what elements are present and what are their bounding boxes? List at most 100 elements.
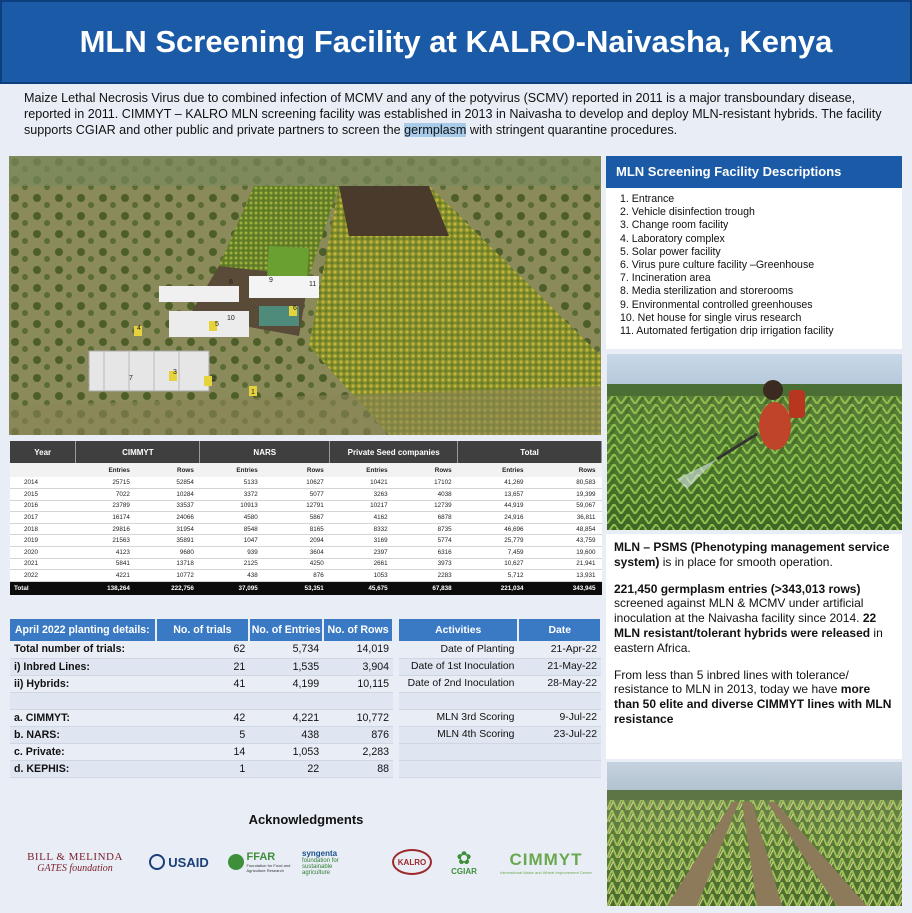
activity-date-cell: 23-Jul-22 xyxy=(518,726,601,744)
stats-value-cell: 4162 xyxy=(329,511,394,524)
stats-year-cell: 2020 xyxy=(10,546,76,559)
stats-subheader-row: Entries Rows Entries Rows Entries Rows E… xyxy=(10,463,602,477)
info-germplasm-text: screened against MLN & MCMV under artifi… xyxy=(614,596,864,626)
planting-value-cell: 14 xyxy=(155,743,250,761)
list-item: 2. Vehicle disinfection trough xyxy=(620,206,755,219)
spraying-photo-drawing xyxy=(607,380,902,530)
planting-value-cell: 21 xyxy=(155,658,250,676)
stats-value-cell: 21563 xyxy=(75,534,136,548)
list-item: 11. Automated fertigation drip irrigatio… xyxy=(620,325,834,338)
activity-date-cell: 9-Jul-22 xyxy=(518,709,601,727)
stats-value-cell: 8548 xyxy=(199,523,264,536)
syngenta-logo-text: syngenta xyxy=(302,848,338,858)
list-item: 5. Solar power facility xyxy=(620,245,721,258)
planting-value-cell: 10,772 xyxy=(323,709,393,727)
ffar-logo: FFAR Foundation for Food and Agriculture… xyxy=(224,842,294,882)
acknowledgments-title: Acknowledgments xyxy=(248,812,364,827)
activity-name-cell xyxy=(399,692,519,710)
planting-value-cell: 4,221 xyxy=(249,709,324,727)
aerial-photo-drawing: 1 2 3 4 5 6 7 8 9 10 11 xyxy=(9,156,601,435)
table-row: MLN 4th Scoring 23-Jul-22 xyxy=(399,726,601,744)
stats-value-cell: 4038 xyxy=(393,488,458,501)
stats-year-cell: 2019 xyxy=(10,534,76,548)
ffar-logo-text: FFAR xyxy=(246,851,276,863)
table-row: a. CIMMYT: 42 4,221 10,772 xyxy=(10,709,393,727)
stats-value-cell: 3372 xyxy=(199,488,264,501)
activity-name-cell: Date of 1st Inoculation xyxy=(399,658,519,676)
planting-label-cell: Total number of trials: xyxy=(10,641,156,659)
table-row: ii) Hybrids: 41 4,199 10,115 xyxy=(10,675,393,693)
info-psms-bold: MLN – PSMS (Phenotyping management servi… xyxy=(614,540,890,569)
table-row: Date of 2nd Inoculation 28-May-22 xyxy=(399,675,601,693)
stats-value-cell: 13,657 xyxy=(457,488,530,501)
stats-value-cell: 17102 xyxy=(393,477,458,490)
stats-value-cell: 46,696 xyxy=(457,523,530,536)
stats-total-row: Total 138,264 222,756 37,095 53,351 45,675 67,… xyxy=(10,581,602,596)
stats-value-cell: 5774 xyxy=(393,534,458,548)
stats-total-cell: 37,095 xyxy=(199,581,264,596)
planting-value-cell: 88 xyxy=(323,760,393,778)
stats-value-cell: 876 xyxy=(263,569,330,582)
stats-value-cell: 33537 xyxy=(135,500,200,513)
stats-value-cell: 8735 xyxy=(393,523,458,536)
kalro-logo: KALRO xyxy=(388,842,436,882)
cimmyt-logo: CIMMYT International Maize and Wheat Imp… xyxy=(494,842,598,882)
activity-name-cell: Date of 2nd Inoculation xyxy=(399,675,519,693)
stats-subheader-cell xyxy=(10,463,76,477)
aerial-marker-label: 11 xyxy=(309,281,316,288)
descriptions-title: MLN Screening Facility Descriptions xyxy=(606,156,902,188)
planting-value-cell: 2,283 xyxy=(323,743,393,761)
stats-header-private: Private Seed companies xyxy=(329,441,459,463)
cimmyt-logo-text: CIMMYT xyxy=(509,849,583,869)
planting-value-cell: 22 xyxy=(249,760,324,778)
stats-value-cell: 3169 xyxy=(329,534,394,548)
planting-value-cell xyxy=(155,692,250,710)
table-row xyxy=(399,743,601,761)
table-row: 2015 7022 10284 3372 5077 3263 4038 13,657 19,39… xyxy=(10,488,602,501)
stats-value-cell: 25,779 xyxy=(457,534,530,548)
intro-highlight: germplasm xyxy=(404,123,467,137)
stats-value-cell: 7,459 xyxy=(457,546,530,559)
activities-header-activity: Activities xyxy=(399,619,520,641)
info-psms-text: is in place for smooth operation. xyxy=(659,554,833,569)
stats-total-cell: 67,838 xyxy=(393,581,458,596)
stats-value-cell: 24,916 xyxy=(457,511,530,524)
intro-text: Maize Lethal Necrosis Virus due to combi… xyxy=(24,91,882,137)
stats-header-cimmyt: CIMMYT xyxy=(75,441,201,463)
stats-value-cell: 5133 xyxy=(199,477,264,490)
info-box: MLN – PSMS (Phenotyping management servi… xyxy=(606,534,902,759)
aerial-marker-label: 6 xyxy=(293,305,297,312)
stats-value-cell: 9680 xyxy=(135,546,200,559)
intro-text-end: with stringent quarantine procedures. xyxy=(466,123,678,137)
stats-header-year: Year xyxy=(10,441,77,463)
table-row xyxy=(399,760,601,778)
maize-field-drawing xyxy=(607,790,902,906)
planting-value-cell: 3,904 xyxy=(323,658,393,676)
table-row: 2021 5841 13718 2125 4250 2661 3973 10,627 21,94… xyxy=(10,558,602,571)
stats-value-cell: 10,627 xyxy=(457,558,530,571)
stats-value-cell: 10772 xyxy=(135,569,200,582)
planting-value-cell xyxy=(323,692,393,710)
syngenta-foundation-logo: syngenta foundation for sustainable agri… xyxy=(302,842,382,882)
stats-year-cell: 2022 xyxy=(10,569,76,582)
planting-value-cell: 10,115 xyxy=(323,675,393,693)
activity-date-cell: 21-Apr-22 xyxy=(518,641,601,659)
stats-value-cell: 3604 xyxy=(263,546,330,559)
table-row xyxy=(399,692,601,710)
stats-header-row: Year CIMMYT NARS Private Seed companies … xyxy=(10,441,602,463)
info-hybrids-text: in eastern Africa. xyxy=(614,625,883,655)
cimmyt-logo-subtext: International Maize and Wheat Improvemen… xyxy=(500,869,592,875)
planting-label-cell: a. CIMMYT: xyxy=(10,709,156,727)
stats-value-cell: 43,759 xyxy=(529,534,602,548)
stats-value-cell: 59,067 xyxy=(529,500,602,513)
stats-value-cell: 4221 xyxy=(75,569,136,582)
planting-value-cell: 5,734 xyxy=(249,641,324,659)
stats-value-cell: 2094 xyxy=(263,534,330,548)
table-row: 2022 4221 10772 438 876 1053 2283 5,712 13,931 xyxy=(10,569,602,582)
stats-value-cell: 1053 xyxy=(329,569,394,582)
stats-value-cell: 3263 xyxy=(329,488,394,501)
stats-total-label: Total xyxy=(10,581,76,596)
stats-value-cell: 5867 xyxy=(263,511,330,524)
page-title: MLN Screening Facility at KALRO-Naivasha… xyxy=(79,24,833,59)
stats-value-cell: 41,269 xyxy=(457,477,530,490)
